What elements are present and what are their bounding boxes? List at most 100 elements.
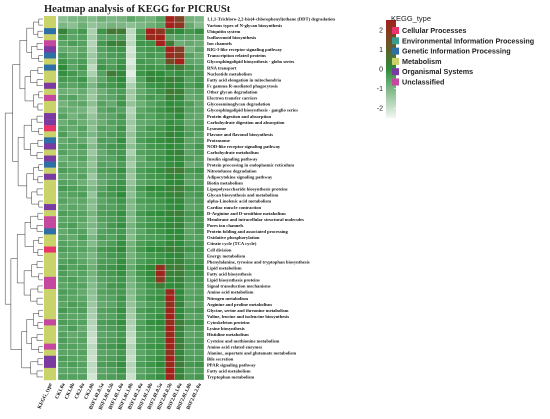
heatmap-cell [106, 94, 117, 102]
heatmap-cell [126, 197, 136, 205]
row-label: Nitrogen metabolism [207, 296, 248, 301]
heatmap-cell [135, 70, 146, 77]
heatmap-cell [96, 106, 107, 114]
row-label: Insulin signaling pathway [207, 156, 258, 161]
heatmap-cell [164, 28, 175, 35]
heatmap-cell [96, 307, 107, 314]
row-label: Energy metabolism [207, 253, 245, 258]
heatmap-cell [116, 40, 127, 47]
heatmap-cell [126, 313, 136, 320]
heatmap-cell [174, 355, 185, 362]
heatmap-cell [87, 246, 98, 253]
heatmap-cell [155, 258, 166, 265]
dendrogram-branch [26, 173, 34, 199]
row-label: PPAR signaling pathway [207, 363, 256, 368]
heatmap-cell [135, 234, 146, 241]
heatmap-cell [87, 88, 98, 95]
dendrogram-branch [36, 370, 43, 378]
heatmap-cell [96, 276, 107, 284]
heatmap-cell [194, 203, 205, 211]
row-label: Phenylalanine, tyrosine and tryptophan b… [207, 259, 310, 264]
kegg-type-cell [44, 34, 56, 41]
heatmap-cell [116, 343, 127, 350]
heatmap-cell [135, 58, 146, 65]
heatmap-cell [164, 21, 175, 29]
heatmap-cell [194, 58, 205, 65]
heatmap-cell [106, 167, 117, 174]
heatmap-cell [184, 355, 195, 362]
heatmap-cell [96, 203, 107, 211]
heatmap-cell [87, 264, 98, 271]
heatmap-cell [77, 149, 88, 156]
kegg-type-cell [44, 295, 56, 302]
heatmap-cell [145, 240, 156, 247]
dendrogram-branch [37, 358, 43, 366]
kegg-type-cell [44, 143, 56, 150]
heatmap-cell [135, 15, 146, 23]
heatmap-cell [116, 264, 127, 271]
heatmap-cell [164, 94, 175, 102]
heatmap-cell [174, 137, 185, 144]
heatmap-cell [77, 34, 88, 41]
heatmap-cell [57, 64, 68, 71]
color-bar-tick-label: -2 [377, 106, 383, 113]
heatmap-cell [184, 210, 195, 217]
kegg-type-cell [44, 343, 56, 350]
heatmap-cell [87, 331, 98, 338]
dendrogram-branch [37, 249, 43, 256]
heatmap-cell [194, 149, 205, 156]
heatmap-cell [57, 349, 68, 356]
heatmap-cell [184, 125, 195, 132]
heatmap-cell [87, 294, 98, 302]
heatmap-cell [87, 82, 98, 89]
heatmap-cell [174, 222, 185, 229]
heatmap-cell [77, 270, 88, 277]
kegg-type-cell [44, 125, 56, 132]
heatmap-cell [174, 361, 185, 368]
heatmap-cell [164, 301, 175, 308]
heatmap-cell [135, 240, 146, 247]
heatmap-cell [145, 179, 156, 186]
heatmap-cell [77, 373, 88, 381]
heatmap-cell [116, 143, 127, 150]
kegg-type-cell [44, 367, 56, 375]
heatmap-cell [164, 234, 175, 241]
heatmap-cell [87, 58, 98, 65]
heatmap-cell [106, 203, 117, 211]
heatmap-cell [126, 222, 136, 229]
dendrogram-branch [24, 76, 34, 102]
heatmap-cell [155, 46, 166, 53]
heatmap-cell [57, 76, 68, 83]
heatmap-cell [184, 282, 195, 290]
heatmap-cell [67, 185, 78, 193]
heatmap-cell [87, 155, 98, 162]
color-bar-tick-label: 0 [379, 67, 383, 74]
heatmap-cell [116, 82, 127, 89]
heatmap-cell [164, 15, 175, 23]
row-label: Oxidative phosphorylation [207, 235, 260, 240]
heatmap-cell [155, 294, 166, 302]
heatmap-cell [145, 258, 156, 265]
heatmap-cell [184, 373, 195, 381]
dendrogram-branch [38, 127, 43, 135]
heatmap-cell [184, 161, 195, 168]
heatmap-cell [194, 70, 205, 77]
heatmap-cell [87, 94, 98, 102]
heatmap-cell [116, 373, 127, 381]
heatmap-cell [87, 179, 98, 186]
kegg-type-legend: KEGG_type Cellular ProcessesEnvironmenta… [391, 14, 534, 87]
heatmap-cell [135, 197, 146, 205]
kegg-type-cell [44, 337, 56, 344]
heatmap-cell [57, 119, 68, 126]
heatmap-cell [174, 28, 185, 35]
row-label: Ubiquitin system [207, 29, 240, 34]
heatmap-cell [87, 270, 98, 277]
heatmap-cell [57, 197, 68, 205]
heatmap-cell [194, 100, 205, 108]
heatmap-cell [106, 355, 117, 362]
heatmap-cell [87, 15, 98, 23]
heatmap-cell [67, 179, 78, 186]
dendrogram-branch [24, 222, 34, 247]
heatmap-cell [116, 294, 127, 302]
heatmap-cell [57, 288, 68, 296]
